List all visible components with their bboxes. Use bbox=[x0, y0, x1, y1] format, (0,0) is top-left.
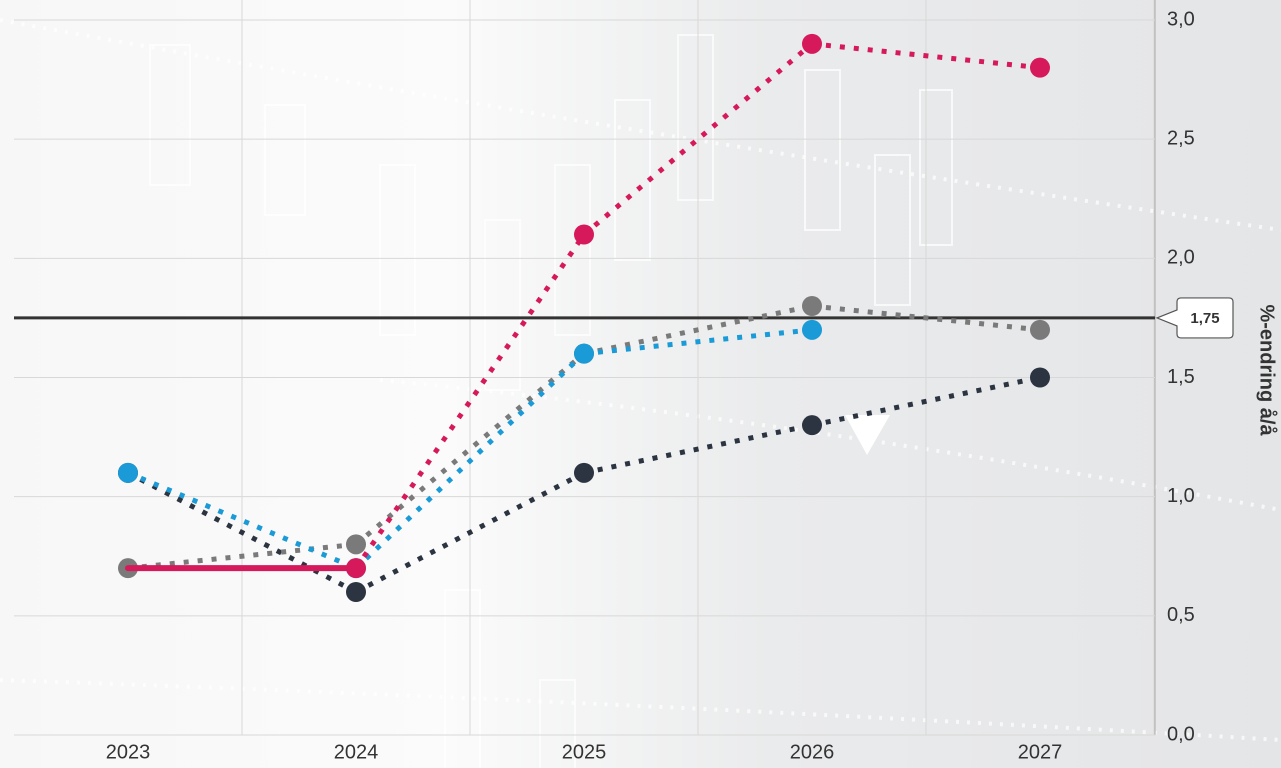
y-tick-label: 2,0 bbox=[1167, 247, 1195, 269]
marker bbox=[346, 558, 366, 578]
background bbox=[0, 0, 1281, 768]
y-tick-label: 1,5 bbox=[1167, 366, 1195, 388]
marker bbox=[574, 463, 594, 483]
y-tick-label: 2,5 bbox=[1167, 127, 1195, 149]
chart: 0,0 0,5 1,0 1,5 2,0 2,5 3,0 2023 2024 2025 2026 202… bbox=[0, 0, 1281, 768]
x-tick-label: 2023 bbox=[106, 741, 151, 763]
marker bbox=[346, 534, 366, 554]
y-tick-label: 1,0 bbox=[1167, 485, 1195, 507]
y-tick-label: 0,5 bbox=[1167, 604, 1195, 626]
marker bbox=[802, 34, 822, 54]
marker bbox=[1030, 368, 1050, 388]
marker bbox=[802, 320, 822, 340]
marker bbox=[1030, 58, 1050, 78]
marker bbox=[802, 415, 822, 435]
y-tick-label: 3,0 bbox=[1167, 8, 1195, 30]
reference-label: 1,75 bbox=[1190, 310, 1219, 327]
marker bbox=[1030, 320, 1050, 340]
marker bbox=[574, 225, 594, 245]
marker bbox=[346, 582, 366, 602]
x-tick-label: 2025 bbox=[562, 741, 607, 763]
x-tick-label: 2024 bbox=[334, 741, 379, 763]
marker bbox=[118, 463, 138, 483]
marker bbox=[802, 296, 822, 316]
y-tick-label: 0,0 bbox=[1167, 723, 1195, 745]
x-tick-label: 2027 bbox=[1018, 741, 1063, 763]
y-axis-label: %-endring å/å bbox=[1256, 304, 1279, 436]
x-tick-label: 2026 bbox=[790, 741, 835, 763]
marker bbox=[574, 344, 594, 364]
